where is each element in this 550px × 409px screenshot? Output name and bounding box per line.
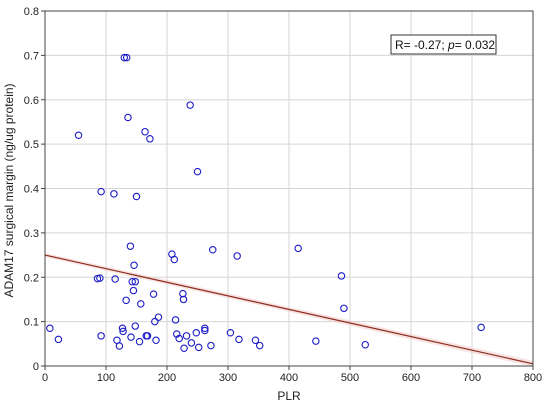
y-tick-label: 0.7	[24, 50, 39, 62]
x-axis-label: PLR	[277, 389, 301, 403]
y-tick-label: 0.8	[24, 6, 39, 18]
data-point	[97, 332, 105, 340]
data-point	[340, 304, 348, 313]
annotation-p-symbol: p	[447, 38, 455, 52]
data-point	[337, 272, 346, 280]
data-point	[128, 277, 136, 286]
data-point	[152, 336, 160, 345]
x-tick-label: 400	[280, 372, 298, 384]
data-point	[131, 277, 140, 286]
y-tick-label: 0.1	[24, 317, 39, 329]
data-point	[294, 244, 302, 253]
data-point	[151, 317, 159, 326]
annotation-suffix: = 0.032	[455, 38, 496, 52]
grid-lines	[44, 10, 534, 367]
x-tick-label: 200	[158, 372, 176, 384]
data-point	[132, 192, 141, 201]
data-point	[171, 316, 180, 324]
data-point	[173, 330, 181, 338]
data-point	[141, 127, 149, 136]
data-point	[137, 300, 145, 308]
y-axis-label: ADAM17 surgical margin (ng/ug protein)	[2, 83, 16, 297]
data-point	[122, 53, 131, 62]
data-point	[192, 328, 201, 337]
data-point	[226, 328, 235, 337]
data-point	[119, 327, 127, 336]
data-point	[149, 290, 158, 298]
data-point	[131, 322, 140, 330]
data-point	[154, 313, 163, 321]
y-tick-label: 0.5	[24, 139, 39, 151]
data-point	[122, 296, 130, 305]
data-point	[175, 334, 183, 343]
data-point	[130, 261, 138, 270]
data-point	[235, 335, 243, 344]
regression-fit	[44, 254, 534, 365]
data-point	[135, 337, 144, 346]
data-point	[146, 135, 154, 143]
data-point	[187, 339, 196, 347]
x-tick-label: 800	[524, 372, 542, 384]
data-point	[110, 190, 118, 198]
y-tick-label: 0.2	[24, 272, 39, 284]
data-point	[143, 332, 152, 340]
x-tick-label: 600	[402, 372, 420, 384]
data-point	[201, 326, 209, 335]
y-tick-label: 0.3	[24, 228, 39, 240]
data-point	[179, 295, 188, 304]
data-point	[118, 324, 127, 333]
data-point	[120, 53, 129, 62]
data-point	[233, 252, 241, 260]
data-point	[186, 101, 194, 109]
data-point	[180, 344, 188, 352]
y-tick-label: 0.6	[24, 95, 39, 107]
data-point	[207, 341, 215, 350]
y-tick-label: 0	[33, 361, 39, 373]
data-point	[477, 323, 485, 332]
data-point	[182, 332, 191, 340]
data-point	[129, 286, 138, 295]
data-point	[124, 113, 132, 122]
y-axis-ticks: 0 0.1 0.2 0.3 0.4 0.5 0.6 0.7 0.8	[24, 6, 45, 373]
y-tick-label: 0.4	[24, 184, 39, 196]
data-point	[170, 255, 179, 264]
data-point	[255, 341, 264, 350]
data-point	[193, 167, 202, 176]
regression-line	[44, 253, 534, 367]
annotation-prefix: R= -0.27;	[395, 38, 448, 52]
data-point	[194, 343, 203, 352]
data-point	[115, 342, 124, 350]
data-point	[74, 131, 83, 140]
correlation-annotation: R= -0.27; p= 0.032	[390, 34, 497, 55]
data-point	[201, 324, 209, 333]
data-point	[96, 274, 104, 282]
data-point	[312, 337, 320, 345]
data-point	[127, 333, 135, 341]
data-points	[46, 53, 485, 352]
x-tick-label: 100	[97, 372, 115, 384]
data-point	[54, 335, 63, 344]
data-point	[361, 340, 369, 349]
data-point	[97, 187, 105, 196]
x-tick-label: 700	[463, 372, 481, 384]
data-point	[209, 245, 217, 254]
x-tick-label: 500	[341, 372, 359, 384]
x-tick-label: 300	[219, 372, 237, 384]
data-point	[126, 242, 135, 250]
annotation-text: R= -0.27; p= 0.032	[395, 38, 495, 52]
x-axis-ticks: 0 100 200 300 400 500 600 700 800	[42, 366, 542, 384]
data-point	[179, 289, 187, 298]
data-point	[251, 336, 260, 345]
data-point	[46, 324, 54, 333]
x-tick-label: 0	[42, 372, 48, 384]
annotation-box	[390, 34, 497, 55]
data-point	[111, 275, 119, 283]
